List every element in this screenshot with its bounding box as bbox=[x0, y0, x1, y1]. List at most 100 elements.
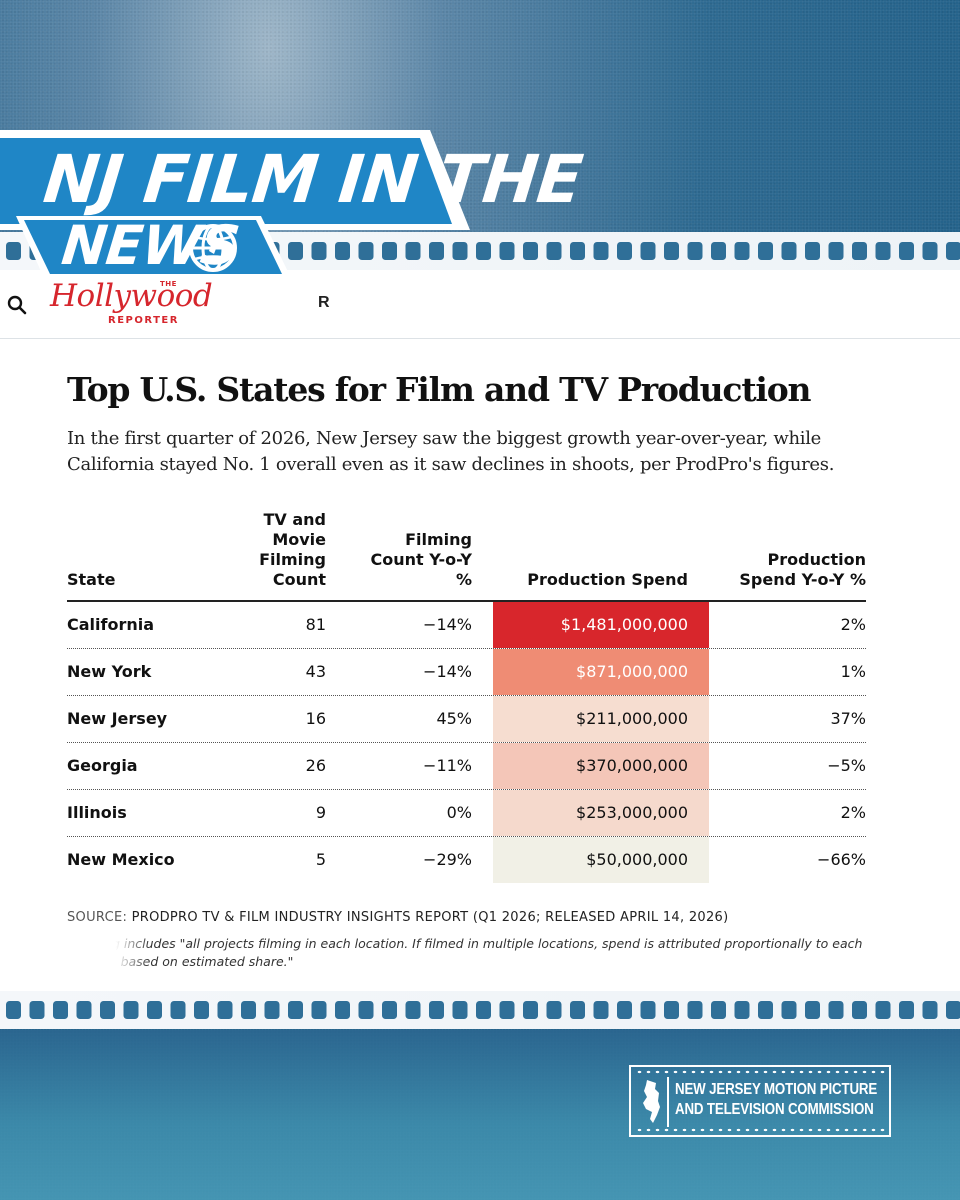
nav-item-fragment[interactable]: R bbox=[318, 294, 330, 311]
film-perforations-bottom bbox=[0, 991, 960, 1029]
film-perforation bbox=[828, 242, 844, 260]
hollywood-reporter-logo[interactable]: Hollywood THE REPORTER bbox=[48, 278, 223, 334]
cell-production-spend-yoy: 1% bbox=[840, 662, 866, 681]
film-perforation bbox=[288, 242, 303, 260]
film-perforation bbox=[593, 242, 609, 260]
film-perforation bbox=[335, 1001, 350, 1019]
film-perforation bbox=[358, 1001, 374, 1019]
cell-filming-count: 5 bbox=[315, 850, 326, 869]
cell-production-spend: $253,000,000 bbox=[493, 790, 709, 836]
film-perforation bbox=[852, 1001, 867, 1019]
film-perforation bbox=[476, 242, 491, 260]
film-perforation bbox=[711, 242, 726, 260]
header-filming-count: TV and Movie Filming Count bbox=[259, 510, 326, 589]
cell-production-spend: $211,000,000 bbox=[493, 696, 709, 742]
search-icon[interactable] bbox=[6, 294, 28, 316]
cell-filming-count: 26 bbox=[305, 756, 326, 775]
cell-production-spend-yoy: 2% bbox=[840, 615, 866, 634]
film-perforation bbox=[570, 242, 585, 260]
logo-wordmark: Hollywood bbox=[50, 278, 213, 314]
film-perforation bbox=[828, 1001, 844, 1019]
cell-state: California bbox=[67, 615, 155, 634]
film-perforation bbox=[687, 1001, 703, 1019]
film-perforation bbox=[875, 242, 891, 260]
film-perforation bbox=[781, 1001, 797, 1019]
cell-state: New York bbox=[67, 662, 152, 681]
cell-filming-count-yoy: 0% bbox=[446, 803, 472, 822]
film-perforation bbox=[6, 242, 21, 260]
cell-state: New Mexico bbox=[67, 850, 175, 869]
logo-reporter: REPORTER bbox=[108, 315, 179, 326]
article-header: Top U.S. States for Film and TV Producti… bbox=[67, 360, 897, 478]
film-perforation bbox=[922, 242, 938, 260]
film-perforation bbox=[429, 1001, 444, 1019]
film-perforation bbox=[664, 242, 679, 260]
cell-production-spend: $370,000,000 bbox=[493, 743, 709, 789]
film-perforation bbox=[781, 242, 797, 260]
film-perforation bbox=[499, 242, 515, 260]
film-perforation bbox=[335, 242, 350, 260]
cell-filming-count: 9 bbox=[315, 803, 326, 822]
logo-film-dots-top bbox=[635, 1069, 885, 1075]
cell-filming-count-yoy: −14% bbox=[423, 615, 472, 634]
film-perforation bbox=[758, 1001, 773, 1019]
film-perforation bbox=[687, 242, 703, 260]
film-perforation bbox=[640, 242, 656, 260]
film-perforation bbox=[617, 242, 632, 260]
commission-name-line2: AND TELEVISION COMMISSION bbox=[675, 1101, 874, 1118]
film-perforation bbox=[405, 1001, 421, 1019]
film-perforation bbox=[852, 242, 867, 260]
film-perforation bbox=[217, 1001, 233, 1019]
table-row: Illinois 9 0% $253,000,000 2% bbox=[67, 790, 866, 837]
cell-production-spend: $1,481,000,000 bbox=[493, 602, 709, 648]
film-perforation bbox=[311, 1001, 327, 1019]
film-perforation bbox=[358, 242, 374, 260]
table-row: New Jersey 16 45% $211,000,000 37% bbox=[67, 696, 866, 743]
article-dek: In the first quarter of 2026, New Jersey… bbox=[67, 428, 835, 475]
film-perforation bbox=[758, 242, 773, 260]
film-perforation bbox=[617, 1001, 632, 1019]
film-perforation bbox=[452, 242, 468, 260]
film-perforation bbox=[29, 1001, 45, 1019]
source-line: SOURCE: PRODPRO TV & FILM INDUSTRY INSIG… bbox=[67, 910, 728, 925]
logo-the: THE bbox=[160, 280, 177, 288]
film-perforation bbox=[899, 1001, 914, 1019]
cell-filming-count-yoy: 45% bbox=[436, 709, 472, 728]
film-perforation bbox=[100, 1001, 115, 1019]
cell-filming-count: 81 bbox=[305, 615, 326, 634]
cell-filming-count: 43 bbox=[305, 662, 326, 681]
globe-icon bbox=[189, 224, 237, 272]
film-perforation bbox=[429, 242, 444, 260]
header-production-spend: Production Spend bbox=[527, 570, 688, 589]
logo-film-dots-bottom bbox=[635, 1127, 885, 1133]
film-perforation bbox=[6, 1001, 21, 1019]
logo-divider bbox=[667, 1077, 669, 1127]
film-perforation bbox=[241, 1001, 256, 1019]
cell-state: Georgia bbox=[67, 756, 138, 775]
film-perforation bbox=[922, 1001, 938, 1019]
film-perforation bbox=[546, 242, 562, 260]
header-filming-count-yoy: Filming Count Y-o-Y % bbox=[370, 530, 472, 589]
cell-production-spend-yoy: −5% bbox=[827, 756, 866, 775]
njmptc-logo: NEW JERSEY MOTION PICTURE AND TELEVISION… bbox=[629, 1065, 891, 1137]
film-perforation bbox=[499, 1001, 515, 1019]
film-perforation bbox=[805, 1001, 820, 1019]
cell-filming-count-yoy: −14% bbox=[423, 662, 472, 681]
table-row: New York 43 −14% $871,000,000 1% bbox=[67, 649, 866, 696]
header-state: State bbox=[67, 570, 116, 589]
cell-state: New Jersey bbox=[67, 709, 168, 728]
cell-production-spend: $50,000,000 bbox=[493, 837, 709, 883]
film-perforation bbox=[123, 1001, 139, 1019]
table-header: State TV and Movie Filming Count Filming… bbox=[67, 510, 866, 602]
banner-bottom-fill bbox=[24, 220, 282, 274]
film-perforation bbox=[382, 1001, 397, 1019]
film-perforation bbox=[382, 242, 397, 260]
cell-filming-count-yoy: −11% bbox=[423, 756, 472, 775]
new-jersey-map-icon bbox=[643, 1080, 660, 1123]
film-perforation bbox=[53, 1001, 68, 1019]
film-perforation bbox=[288, 1001, 303, 1019]
film-perforation bbox=[523, 1001, 538, 1019]
film-perforation bbox=[946, 1001, 960, 1019]
film-perforation bbox=[875, 1001, 891, 1019]
source-note: Tracking includes "all projects filming … bbox=[67, 936, 863, 969]
